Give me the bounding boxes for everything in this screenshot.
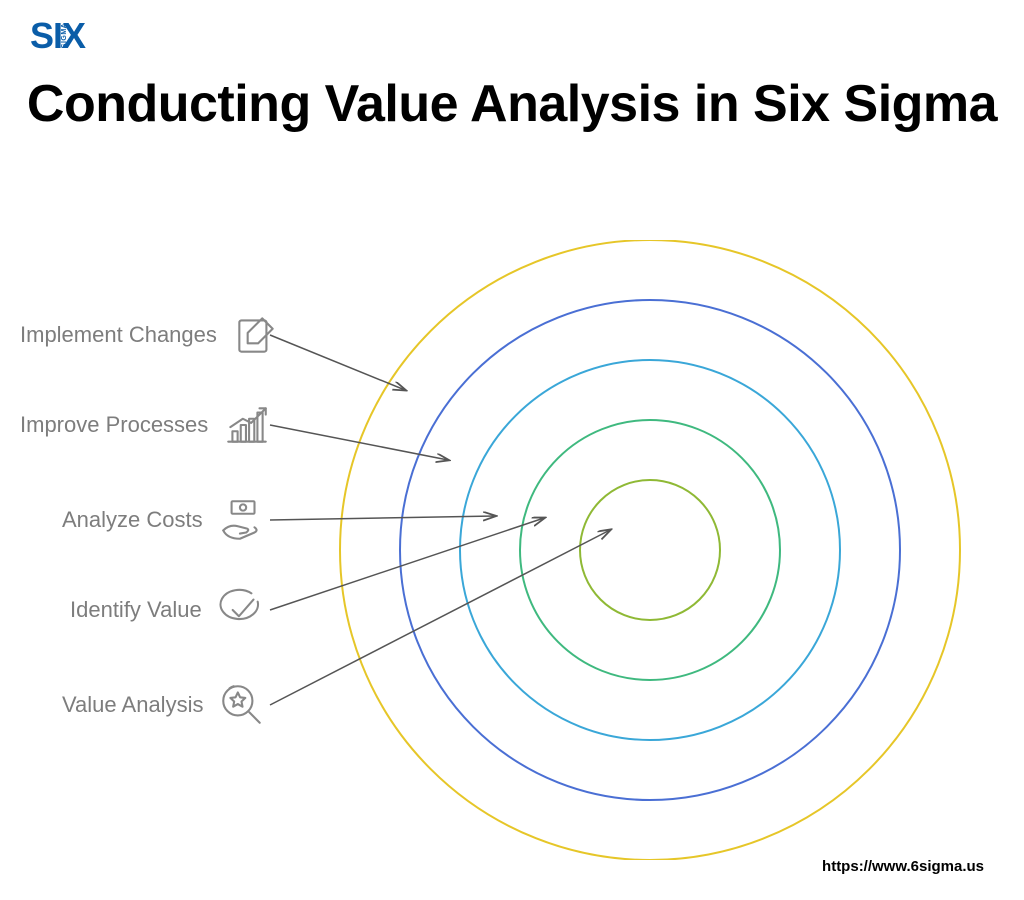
arrow-0 — [270, 335, 405, 390]
arrow-2 — [270, 516, 495, 520]
page-title: Conducting Value Analysis in Six Sigma — [0, 75, 1024, 135]
growth-chart-icon — [222, 400, 272, 450]
arrow-3 — [270, 518, 544, 610]
checkmark-oval-icon — [216, 585, 266, 635]
item-label: Implement Changes — [20, 322, 217, 348]
circle-ring-1 — [520, 420, 780, 680]
diagram-item-0: Implement Changes — [20, 310, 281, 360]
diagram-item-3: Identify Value — [70, 585, 266, 635]
arrow-4 — [270, 530, 610, 705]
edit-document-icon — [231, 310, 281, 360]
value-analysis-diagram: Implement Changes Improve Processes Anal… — [0, 240, 1024, 860]
diagram-item-4: Value Analysis — [62, 680, 267, 730]
circle-ring-0 — [580, 480, 720, 620]
money-hand-icon — [217, 495, 267, 545]
logo-sigma-text: SIGMA — [61, 23, 68, 48]
item-label: Value Analysis — [62, 692, 203, 718]
six-sigma-logo: SIX SIGMA — [30, 18, 85, 54]
item-label: Identify Value — [70, 597, 202, 623]
concentric-circles — [340, 240, 960, 860]
circle-ring-3 — [400, 300, 900, 800]
pointer-arrows — [270, 335, 610, 705]
circle-ring-4 — [340, 240, 960, 860]
item-label: Analyze Costs — [62, 507, 203, 533]
arrow-1 — [270, 425, 448, 460]
star-magnifier-icon — [217, 680, 267, 730]
circle-ring-2 — [460, 360, 840, 740]
logo-letter-s: S — [30, 15, 53, 56]
item-label: Improve Processes — [20, 412, 208, 438]
diagram-item-2: Analyze Costs — [62, 495, 267, 545]
source-url: https://www.6sigma.us — [822, 858, 984, 875]
diagram-item-1: Improve Processes — [20, 400, 272, 450]
